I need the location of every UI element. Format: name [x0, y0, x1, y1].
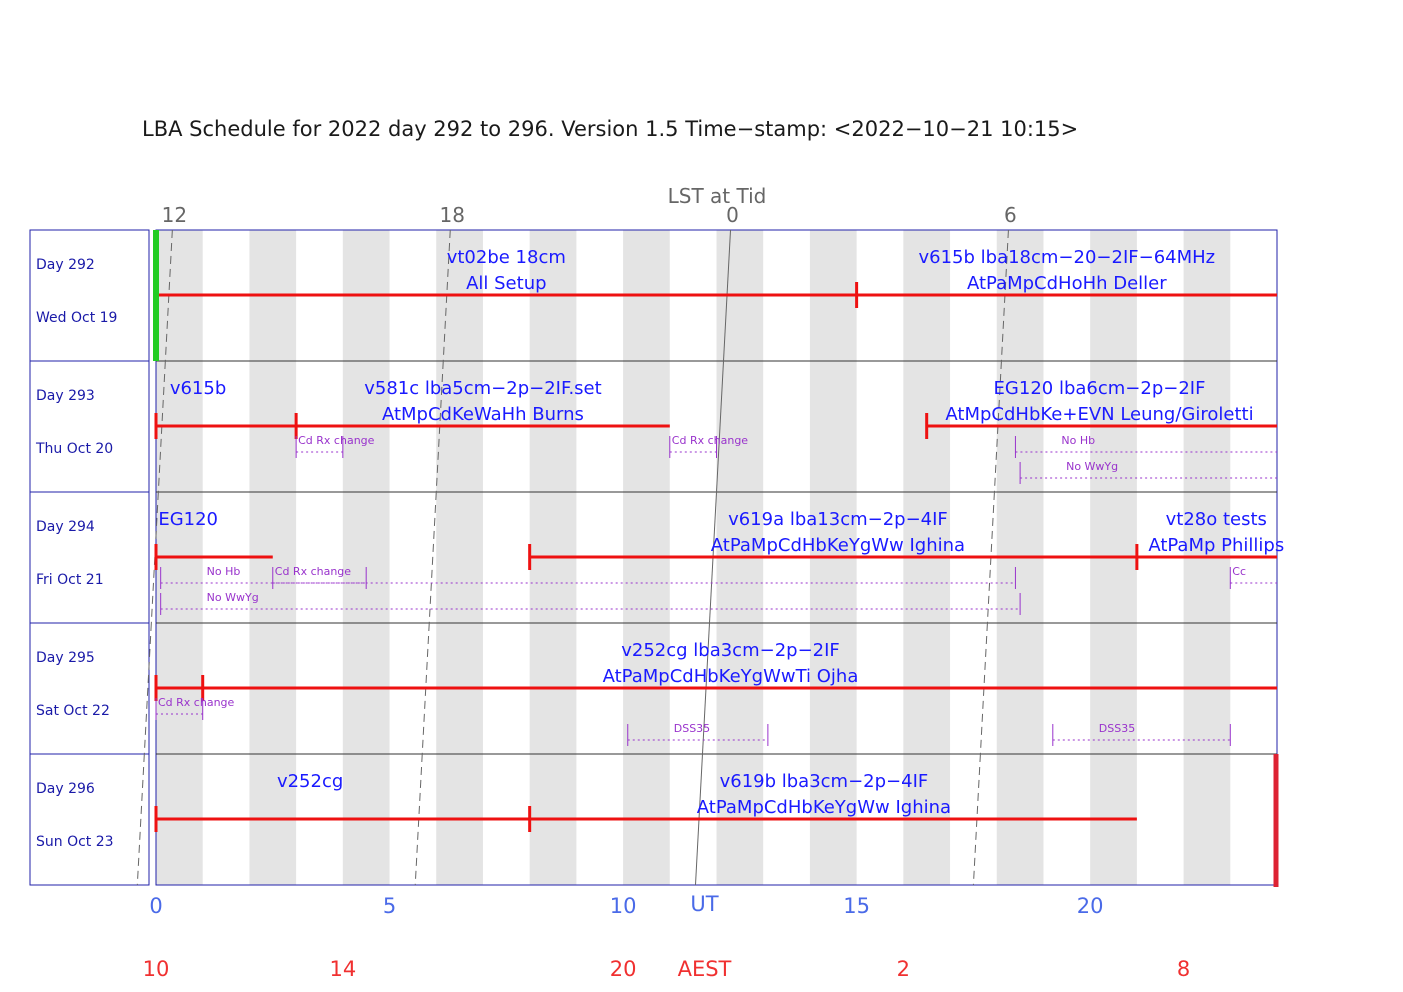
aest-tick-label: 10	[143, 957, 170, 981]
note-label: No WwYg	[207, 591, 259, 604]
note-label: DSS35	[674, 722, 710, 735]
project-code-label: v581c lba5cm−2p−2IF.set	[364, 378, 601, 399]
note-label: Cc	[1232, 565, 1246, 578]
project-code-label: v252cg lba3cm−2p−2IF	[621, 640, 840, 661]
day-date-label: Sun Oct 23	[36, 834, 114, 850]
ut-tick-label: 5	[383, 894, 396, 918]
aest-tick-label: 8	[1177, 957, 1190, 981]
lst-tick-label: 12	[162, 203, 187, 227]
axes: 12 18 0 6 0 5 10 15 20 UT 10 14 20 2 8 AEST	[143, 203, 1191, 981]
project-stations-label: AtPaMpCdHoHh Deller	[967, 273, 1167, 294]
project-stations-label: AtPaMp Phillips	[1148, 535, 1284, 556]
chart-title: LBA Schedule for 2022 day 292 to 296. Ve…	[142, 117, 1078, 141]
lst-tick-label: 6	[1004, 203, 1017, 227]
project-stations-label: AtPaMpCdHbKeYgWwTi Ojha	[603, 666, 859, 687]
note-label: DSS35	[1099, 722, 1135, 735]
schedule-bars	[153, 230, 1279, 887]
hour-shade-band	[342, 230, 390, 885]
project-code-label: vt28o tests	[1166, 509, 1267, 530]
project-code-label: v615b lba18cm−20−2IF−64MHz	[918, 247, 1215, 268]
day-number-label: Day 294	[36, 519, 95, 535]
project-stations-label: AtMpCdKeWaHh Burns	[382, 404, 584, 425]
lst-tick-label: 18	[440, 203, 465, 227]
day-number-label: Day 293	[36, 388, 95, 404]
project-code-label: v619b lba3cm−2p−4IF	[720, 771, 929, 792]
project-labels: Day 292 Wed Oct 19 vt02be 18cm All Setup v61…	[35, 247, 1284, 850]
ut-tick-label: 0	[149, 894, 162, 918]
project-code-label: v615b	[170, 378, 226, 399]
lst-line	[428, 491, 437, 624]
schedule-notes: Cd Rx change Cd Rx change No Hb No WwYg No H…	[155, 434, 1277, 746]
lst-zero-line	[716, 360, 725, 493]
note-label: No Hb	[1061, 434, 1095, 447]
note-label: Cd Rx change	[298, 434, 375, 447]
hour-shade-band	[436, 230, 483, 885]
project-code-label: EG120 lba6cm−2p−2IF	[994, 378, 1206, 399]
lst-axis-title: LST at Tid	[668, 184, 767, 208]
project-stations-label: AtPaMpCdHbKeYgWw Ighina	[711, 535, 965, 556]
day-label-frame	[29, 229, 150, 886]
lst-line	[136, 753, 145, 886]
project-stations-label: AtMpCdHbKe+EVN Leung/Giroletti	[945, 404, 1253, 425]
aest-tick-label: 20	[610, 957, 637, 981]
day-date-label: Thu Oct 20	[35, 441, 113, 457]
ut-tick-label: 20	[1077, 894, 1104, 918]
project-code-label: vt02be 18cm	[447, 247, 566, 268]
day-number-label: Day 292	[36, 257, 95, 273]
aest-tick-label: 2	[897, 957, 910, 981]
day-number-label: Day 295	[36, 650, 95, 666]
project-stations-label: AtPaMpCdHbKeYgWw Ighina	[697, 797, 951, 818]
day-date-label: Fri Oct 21	[36, 572, 104, 588]
day-date-label: Wed Oct 19	[36, 310, 117, 326]
lst-line	[143, 622, 152, 755]
project-code-label: EG120	[158, 509, 218, 530]
ut-axis-title: UT	[690, 892, 718, 916]
note-label: No Hb	[207, 565, 241, 578]
aest-tick-label: 14	[329, 957, 356, 981]
project-code-label: v619a lba13cm−2p−4IF	[728, 509, 948, 530]
note-label: Cd Rx change	[158, 696, 235, 709]
lst-tick-label: 0	[726, 203, 739, 227]
note-label: Cd Rx change	[672, 434, 749, 447]
project-code-label: v252cg	[277, 771, 343, 792]
project-stations-label: All Setup	[466, 273, 546, 294]
note-label: Cd Rx change	[275, 565, 352, 578]
ut-tick-label: 10	[610, 894, 637, 918]
aest-axis-title: AEST	[678, 957, 732, 981]
note-label: No WwYg	[1066, 460, 1118, 473]
day-date-label: Sat Oct 22	[36, 703, 110, 719]
ut-tick-label: 15	[843, 894, 870, 918]
day-number-label: Day 296	[36, 781, 95, 797]
